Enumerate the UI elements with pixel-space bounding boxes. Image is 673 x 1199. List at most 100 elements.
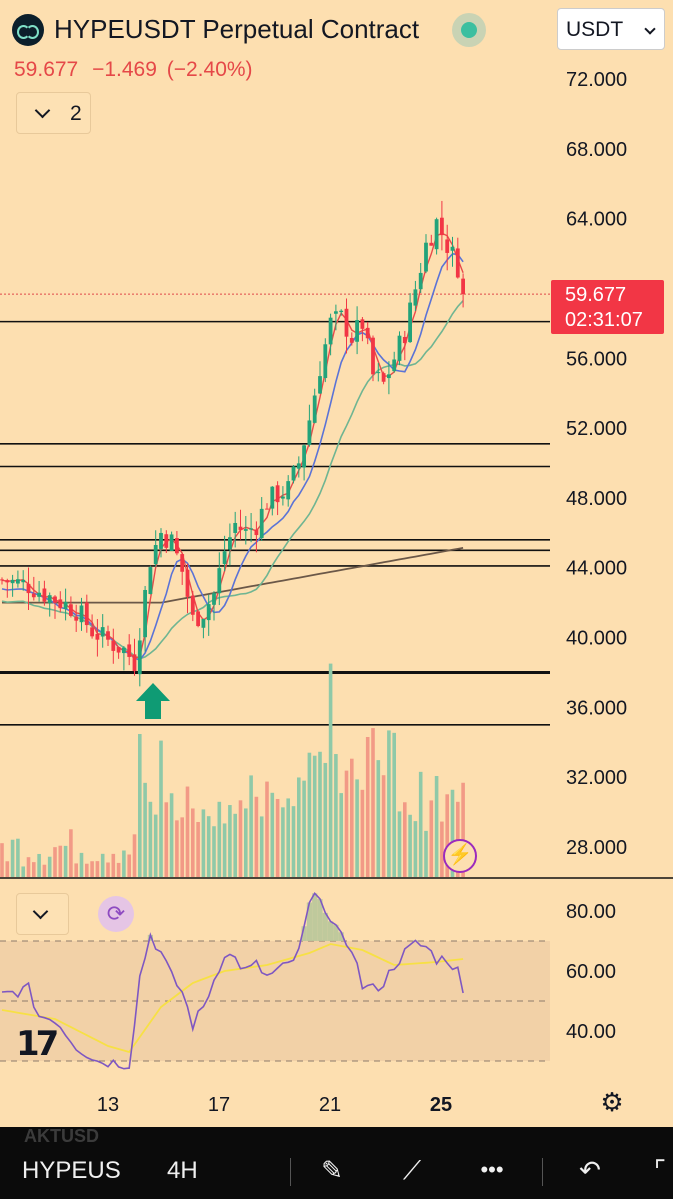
candle <box>100 614 105 648</box>
rsi-axis-label: 40.00 <box>566 1021 616 1043</box>
volume-bar <box>307 752 312 877</box>
volume-bar <box>47 856 52 877</box>
volume-bar <box>100 853 105 877</box>
interval-button[interactable]: 4H <box>167 1157 198 1184</box>
candle <box>418 262 423 293</box>
candle <box>21 570 26 591</box>
price-axis-label: 48.000 <box>566 488 627 510</box>
candle-body <box>281 496 285 499</box>
candle <box>334 304 338 331</box>
candle <box>371 335 375 382</box>
candle <box>360 317 365 342</box>
volume-bar <box>365 737 370 877</box>
volume-bar <box>122 850 126 877</box>
candle-body <box>190 595 195 615</box>
last-price: 59.677 <box>14 58 79 81</box>
candle-body <box>58 599 63 609</box>
candle-body <box>37 592 41 597</box>
more-options-icon[interactable]: ••• <box>480 1157 504 1182</box>
candle-body <box>254 529 259 536</box>
volume-bar <box>32 862 36 877</box>
candle <box>95 619 100 657</box>
candle <box>328 313 333 356</box>
candle <box>111 628 116 664</box>
candle <box>233 511 238 548</box>
time-axis-label: 21 <box>319 1094 341 1116</box>
volume-bar <box>16 838 20 877</box>
candle <box>212 591 216 621</box>
candle-body <box>302 445 306 468</box>
volume-bar <box>21 866 25 877</box>
volume-bar <box>291 806 296 877</box>
toolbar-divider <box>542 1158 543 1186</box>
candle <box>164 530 169 554</box>
lightning-icon[interactable]: ⚡ <box>443 839 477 873</box>
candle-body <box>418 272 423 290</box>
volume-bar <box>424 830 428 877</box>
candle <box>116 646 121 659</box>
fullscreen-icon[interactable]: ⌜ <box>653 1155 667 1185</box>
candle-body <box>275 485 280 503</box>
rsi-line <box>1 891 464 1070</box>
volume-bar <box>360 789 365 877</box>
volume-bar <box>445 794 449 877</box>
undo-icon[interactable]: ↶ <box>579 1155 601 1185</box>
volume-bar <box>286 798 290 877</box>
candle-body <box>228 537 232 550</box>
price-axis-label: 28.000 <box>566 837 627 859</box>
candle-body <box>84 602 89 626</box>
time-axis-label: 17 <box>208 1094 230 1116</box>
gear-icon[interactable]: ⚙ <box>600 1087 624 1117</box>
candle <box>127 634 132 666</box>
time-axis-label: 13 <box>97 1094 119 1116</box>
candle-body <box>217 568 222 594</box>
volume-bar <box>37 853 41 877</box>
candle <box>286 475 291 507</box>
candle-body <box>122 647 126 654</box>
volume-bar <box>196 821 200 877</box>
candle-body <box>429 242 434 246</box>
candle <box>190 590 195 622</box>
candle-body <box>127 644 132 657</box>
ma-200-line <box>2 547 464 604</box>
candle <box>281 486 285 506</box>
ma-9-line <box>1 232 464 660</box>
symbol-button[interactable]: HYPEUS <box>22 1157 121 1184</box>
volume-bar <box>95 861 100 877</box>
refresh-icon[interactable]: ⟳ <box>98 896 134 932</box>
candle <box>16 570 20 588</box>
candle-body <box>328 317 333 345</box>
candle <box>275 481 280 516</box>
candle-body <box>291 466 296 481</box>
volume-bar <box>185 786 190 877</box>
indicator-collapse-button[interactable]: 2 <box>16 92 91 134</box>
candle <box>344 298 349 354</box>
candle <box>143 585 147 652</box>
candle <box>196 610 200 628</box>
currency-select[interactable]: USDT <box>557 8 665 50</box>
candle-body <box>159 532 163 549</box>
volume-bar <box>111 853 116 877</box>
volume-bar <box>153 814 158 877</box>
chevron-down-icon <box>644 23 656 35</box>
volume-bar <box>265 781 269 877</box>
volume-bar <box>312 755 317 877</box>
volume-bar <box>259 816 264 877</box>
candle-body <box>307 420 312 445</box>
volume-bar <box>175 820 179 877</box>
market-status-icon[interactable] <box>452 13 486 47</box>
rsi-collapse-button[interactable] <box>16 893 69 935</box>
candle-body <box>397 335 402 361</box>
candle <box>228 523 232 566</box>
candle <box>265 503 269 510</box>
candle <box>222 535 227 572</box>
volume-bar <box>270 792 275 877</box>
candle-body <box>270 486 275 509</box>
volume-bar <box>397 811 402 877</box>
pencil-icon[interactable]: ✎ <box>321 1155 343 1185</box>
volume-bar <box>143 782 147 877</box>
candle <box>445 224 450 271</box>
candle-body <box>21 579 26 583</box>
drawing-tools-icon[interactable]: ⟋ <box>402 1155 422 1185</box>
